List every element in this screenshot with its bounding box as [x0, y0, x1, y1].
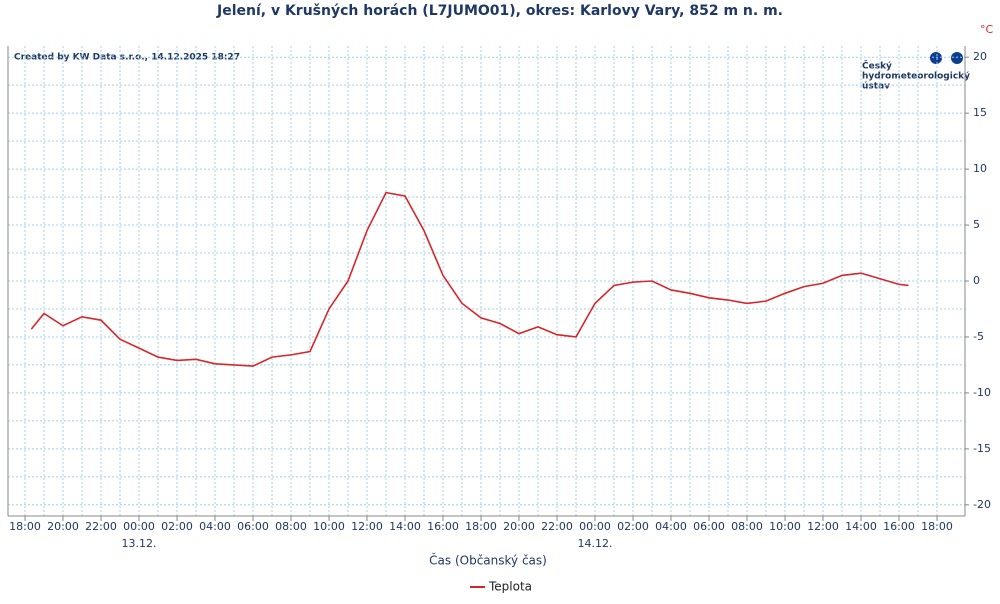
y-tick-label: -5 — [973, 330, 984, 343]
x-tick-label: 00:00 — [579, 520, 611, 533]
logo-dot — [951, 52, 963, 64]
x-tick-label: 20:00 — [47, 520, 79, 533]
x-tick-label: 22:00 — [541, 520, 573, 533]
x-tick-label: 04:00 — [655, 520, 687, 533]
x-tick-label: 08:00 — [731, 520, 763, 533]
y-tick-label: 5 — [973, 218, 980, 231]
x-tick-label: 14:00 — [389, 520, 421, 533]
created-note: Created by KW Data s.r.o., 14.12.2025 18… — [14, 53, 240, 63]
x-tick-label: 16:00 — [883, 520, 915, 533]
x-tick-label: 10:00 — [313, 520, 345, 533]
logo-dot — [930, 52, 942, 64]
chart-title: Jelení, v Krušných horách (L7JUMO01), ok… — [216, 3, 783, 19]
data-line — [30, 191, 909, 367]
x-tick-label: 18:00 — [465, 520, 497, 533]
x-tick-label: 14:00 — [845, 520, 877, 533]
x-tick-label: 12:00 — [807, 520, 839, 533]
y-tick-label: -10 — [973, 386, 991, 399]
y-tick-label: 20 — [973, 50, 987, 63]
y-tick-label: 10 — [973, 162, 987, 175]
x-tick-label: 18:00 — [9, 520, 41, 533]
x-tick-label: 08:00 — [275, 520, 307, 533]
y-tick-label: -15 — [973, 442, 991, 455]
x-tick-label: 12:00 — [351, 520, 383, 533]
x-tick-label: 04:00 — [199, 520, 231, 533]
x-tick-label: 22:00 — [85, 520, 117, 533]
x-axis-label: Čas (Občanský čas) — [429, 553, 547, 568]
y-tick-label: 0 — [973, 274, 980, 287]
x-tick-label: 06:00 — [693, 520, 725, 533]
x-tick-label: 02:00 — [161, 520, 193, 533]
date-label: 13.12. — [122, 537, 157, 550]
y-tick-label: -20 — [973, 498, 991, 511]
x-tick-label: 02:00 — [617, 520, 649, 533]
logo-text: Český — [862, 60, 892, 72]
x-tick-label: 10:00 — [769, 520, 801, 533]
y-unit: °C — [980, 23, 994, 36]
y-tick-label: 15 — [973, 106, 987, 119]
date-label: 14.12. — [578, 537, 613, 550]
x-tick-label: 20:00 — [503, 520, 535, 533]
logo-text: ústav — [862, 82, 890, 92]
x-tick-label: 16:00 — [427, 520, 459, 533]
x-tick-label: 00:00 — [123, 520, 155, 533]
legend-label: Teplota — [488, 580, 532, 594]
x-tick-label: 06:00 — [237, 520, 269, 533]
logo-text: hydrometeorologický — [862, 72, 970, 82]
x-tick-label: 18:00 — [921, 520, 953, 533]
